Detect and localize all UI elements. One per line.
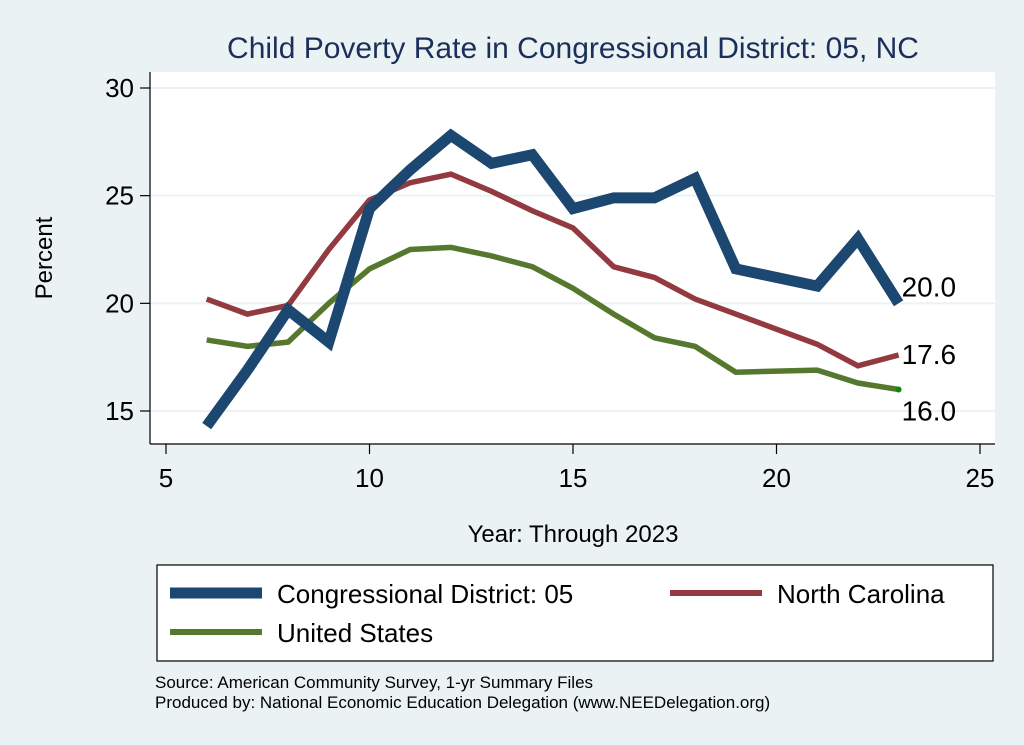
producer-note: Produced by: National Economic Education… [155, 693, 770, 712]
x-tick-label: 10 [355, 463, 384, 493]
x-tick-label: 15 [559, 463, 588, 493]
legend-label-us: United States [277, 618, 433, 648]
chart-title: Child Poverty Rate in Congressional Dist… [227, 32, 919, 65]
y-axis-title: Percent [31, 216, 58, 299]
legend-label-nc: North Carolina [777, 579, 945, 609]
end-label-cd05: 20.0 [902, 271, 957, 302]
x-axis-title: Year: Through 2023 [468, 521, 679, 548]
x-tick-label: 20 [762, 463, 791, 493]
source-note: Source: American Community Survey, 1-yr … [155, 673, 593, 692]
us-end-marker [895, 386, 902, 393]
y-tick-label: 15 [105, 396, 134, 426]
end-label-nc: 17.6 [902, 339, 957, 370]
y-tick-label: 30 [105, 73, 134, 103]
legend-box [156, 564, 994, 662]
x-tick-label: 5 [159, 463, 173, 493]
end-label-us: 16.0 [902, 395, 957, 426]
end-labels: 20.0 17.6 16.0 [902, 271, 957, 426]
y-tick-label: 20 [105, 288, 134, 318]
x-tick-label: 25 [966, 463, 995, 493]
series-layer [202, 128, 904, 430]
y-axis: 15 20 25 30 [105, 72, 151, 444]
legend: Congressional District: 05 North Carolin… [156, 564, 994, 662]
y-tick-label: 25 [105, 181, 134, 211]
legend-label-cd05: Congressional District: 05 [277, 579, 573, 609]
x-axis: 5 10 15 20 25 [150, 443, 995, 493]
